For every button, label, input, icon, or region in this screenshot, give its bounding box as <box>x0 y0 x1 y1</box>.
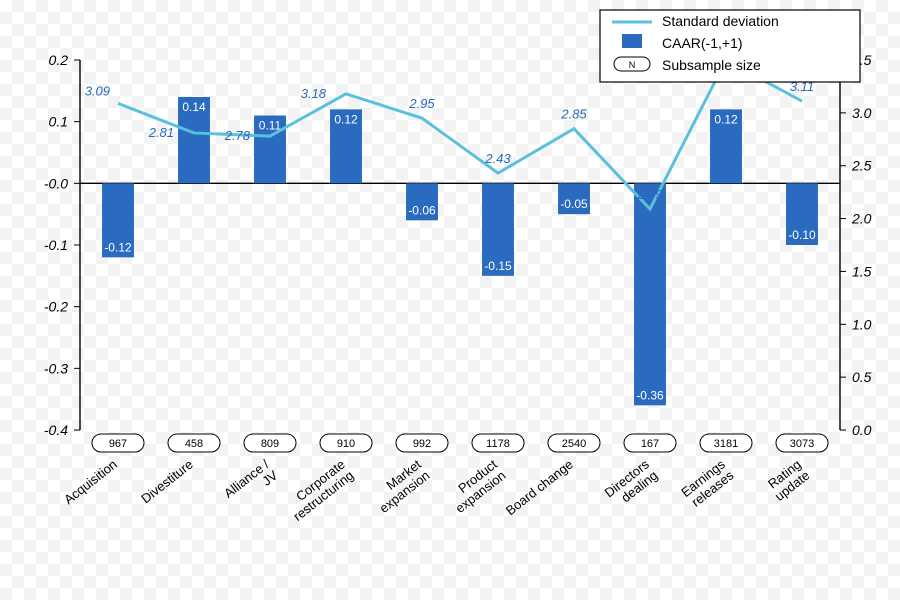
subsample-value: 967 <box>109 438 127 450</box>
subsample-value: 458 <box>185 438 203 450</box>
legend-bar-icon <box>622 34 642 48</box>
subsample-value: 2540 <box>562 438 586 450</box>
category-label: Ratingupdate <box>763 457 812 504</box>
caar-chart: -0.4 -0.3 -0.2 -0.1 -0.0 0.1 0.2 0.0 0.5 1.0 1.5 2.… <box>0 0 900 600</box>
line-value: 2.81 <box>148 125 174 140</box>
subsample-value: 3073 <box>790 438 814 450</box>
subsample-value: 992 <box>413 438 431 450</box>
legend-pill-n: N <box>629 60 636 70</box>
bar-value: -0.06 <box>408 203 436 217</box>
category-label: Acquisition <box>61 457 120 508</box>
bar <box>634 183 666 405</box>
line-value: 2.43 <box>484 151 511 166</box>
bar-value: 0.12 <box>334 112 358 126</box>
category-label: Marketexpansion <box>368 456 433 516</box>
y-right-label: 1.5 <box>852 263 872 279</box>
line-value: 2.85 <box>560 107 587 122</box>
bar-value: -0.05 <box>560 197 588 211</box>
y-right-label: 0.0 <box>852 422 872 438</box>
category-label: Alliance /JV <box>221 456 281 512</box>
category-label: Corporaterestructuring <box>282 457 357 524</box>
y-left-label: -0.2 <box>44 299 68 315</box>
subsample-value: 809 <box>261 438 279 450</box>
category-label: Board change <box>503 457 576 519</box>
bar-value: 0.12 <box>714 112 738 126</box>
bar-value: -0.10 <box>788 228 816 242</box>
y-left-label: 0.1 <box>49 114 68 130</box>
line-value: 3.09 <box>85 83 110 98</box>
category-label: Directorsdealing <box>602 456 661 511</box>
subsample-value: 167 <box>641 438 659 450</box>
y-left-label: -0.4 <box>44 422 68 438</box>
category-label: Earningsreleases <box>678 456 737 511</box>
svg-text:Board change: Board change <box>503 457 576 519</box>
subsample-value: 1178 <box>486 438 510 450</box>
bar-value: 0.14 <box>182 100 206 114</box>
category-label: Divestiture <box>138 457 196 507</box>
y-left-label: -0.1 <box>44 237 68 253</box>
y-right-label: 1.0 <box>852 316 872 332</box>
y-left-label: 0.2 <box>49 52 69 68</box>
y-right-label: 2.5 <box>851 158 872 174</box>
legend-label: Subsample size <box>662 57 761 73</box>
y-left-label: -0.3 <box>44 360 68 376</box>
y-left-label: -0.0 <box>44 175 68 191</box>
line-value: 2.78 <box>224 128 251 143</box>
bar-value: -0.12 <box>104 240 132 254</box>
line-value: 2.09 <box>636 187 662 202</box>
bar-value: -0.36 <box>636 388 664 402</box>
subsample-value: 3181 <box>714 438 738 450</box>
bar-value: -0.15 <box>484 259 512 273</box>
category-label: Productexpansion <box>444 456 509 516</box>
svg-text:Divestiture: Divestiture <box>138 457 196 507</box>
line-value: 2.95 <box>408 96 435 111</box>
legend-label: Standard deviation <box>662 13 779 29</box>
y-right-label: 3.0 <box>852 105 872 121</box>
subsample-value: 910 <box>337 438 355 450</box>
y-right-label: 0.5 <box>852 369 872 385</box>
line-value: 3.18 <box>301 86 327 101</box>
svg-text:Acquisition: Acquisition <box>61 457 120 508</box>
legend-label: CAAR(-1,+1) <box>662 35 743 51</box>
y-right-label: 2.0 <box>851 211 872 227</box>
